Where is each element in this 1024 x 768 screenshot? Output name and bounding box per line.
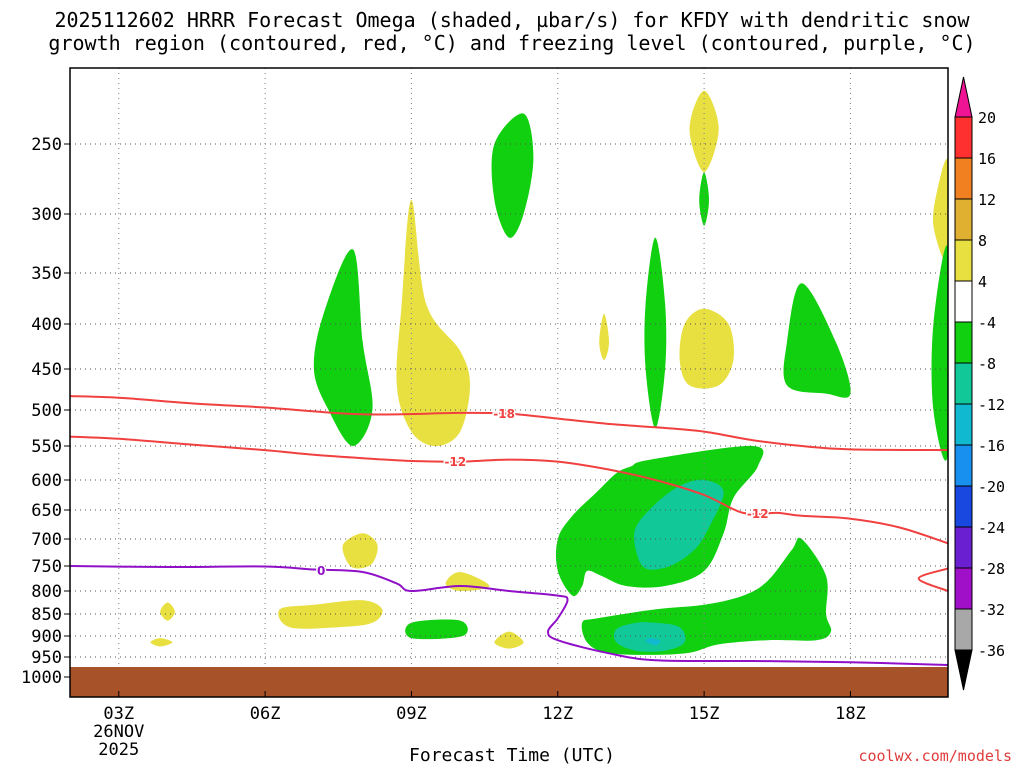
contour-label: -12 [445, 455, 467, 469]
y-tick-label: 700 [31, 530, 62, 550]
omega-region [405, 619, 468, 640]
x-tick-label: 15Z [689, 704, 720, 724]
colorbar-tick-label: 4 [978, 273, 987, 291]
colorbar-tick-label: -8 [978, 355, 996, 373]
colorbar-swatch [954, 157, 973, 200]
colorbar-tick-label: 20 [978, 109, 996, 127]
colorbar-cap-top [954, 76, 973, 118]
omega-region [931, 245, 948, 461]
contour-label: 0 [317, 564, 325, 578]
x-axis-label: Forecast Time (UTC) [409, 745, 615, 766]
x-tick-label: 03Z [103, 704, 134, 724]
omega-region [933, 159, 948, 264]
colorbar-tick-label: 16 [978, 150, 996, 168]
y-tick-label: 650 [31, 501, 62, 521]
contour-line [70, 395, 948, 452]
y-tick-label: 500 [31, 401, 62, 421]
colorbar-swatch [954, 116, 973, 159]
colorbar-swatch [954, 567, 973, 610]
colorbar-cap-bottom [954, 649, 973, 691]
ground-surface [70, 667, 948, 697]
y-tick-label: 450 [31, 360, 62, 380]
colorbar-tick-label: -16 [978, 437, 1005, 455]
colorbar-swatch [954, 526, 973, 569]
colorbar-swatch [954, 485, 973, 528]
omega-region [644, 237, 667, 428]
colorbar-tick-label: -28 [978, 560, 1005, 578]
chart-title-line-2: growth region (contoured, red, °C) and f… [48, 31, 976, 55]
omega-region [613, 622, 686, 652]
y-tick-label: 250 [31, 135, 62, 155]
colorbar-tick-label: 12 [978, 191, 996, 209]
omega-region [342, 533, 378, 569]
colorbar-swatch [954, 198, 973, 241]
omega-region [679, 308, 734, 389]
omega-region [494, 631, 524, 649]
colorbar-tick-label: -24 [978, 519, 1005, 537]
contour-label: -18 [493, 407, 515, 421]
colorbar-tick-label: -4 [978, 314, 996, 332]
colorbar-swatch [954, 608, 973, 651]
site-credit: coolwx.com/models [858, 747, 1012, 765]
y-tick-label: 800 [31, 582, 62, 602]
omega-region [160, 602, 175, 621]
y-tick-label: 600 [31, 471, 62, 491]
plot-frame [69, 67, 949, 698]
y-tick-label: 850 [31, 605, 62, 625]
x-tick-label: 12Z [542, 704, 573, 724]
colorbar-tick-label: 8 [978, 232, 987, 250]
y-tick-label: 400 [31, 315, 62, 335]
contour-label: -12 [747, 507, 769, 521]
colorbar: 20 16 12 8 4 -4 -8 -12 -16 -20 -24 -28 -32 -36 [954, 76, 1005, 691]
y-axis: 2503003504004505005506006507007508008509… [21, 135, 70, 688]
colorbar-swatch [954, 280, 973, 323]
y-tick-label: 550 [31, 437, 62, 457]
contour-line [917, 567, 948, 592]
colorbar-swatch [954, 444, 973, 487]
colorbar-swatch [954, 403, 973, 446]
colorbar-tick-label: -20 [978, 478, 1005, 496]
contour-line [70, 565, 948, 666]
omega-region [491, 113, 534, 238]
x-tick-label: 18Z [835, 704, 866, 724]
omega-shading [150, 90, 948, 655]
colorbar-tick-label: -36 [978, 642, 1005, 660]
y-tick-label: 1000 [21, 668, 62, 688]
x-tick-label: 06Z [250, 704, 281, 724]
omega-region [645, 638, 661, 646]
colorbar-swatch [954, 321, 973, 364]
chart-title-line-1: 2025112602 HRRR Forecast Omega (shaded, … [54, 8, 970, 32]
colorbar-tick-label: -12 [978, 396, 1005, 414]
contours: -18 -12 -12 0 [70, 395, 948, 666]
colorbar-swatch [954, 239, 973, 282]
y-tick-label: 950 [31, 648, 62, 668]
contour-line [70, 435, 948, 545]
colorbar-tick-label: -32 [978, 601, 1005, 619]
x-date-label: 26NOV [93, 722, 144, 742]
omega-region [396, 200, 470, 446]
omega-region [689, 90, 719, 172]
omega-region [313, 249, 373, 446]
omega-region [150, 638, 173, 647]
y-tick-label: 300 [31, 205, 62, 225]
y-tick-label: 350 [31, 264, 62, 284]
x-date-label: 2025 [98, 740, 139, 760]
x-tick-label: 09Z [396, 704, 427, 724]
y-tick-label: 900 [31, 627, 62, 647]
omega-region [783, 283, 851, 398]
omega-region [599, 313, 609, 360]
y-tick-label: 750 [31, 557, 62, 577]
colorbar-swatch [954, 362, 973, 405]
omega-region [633, 479, 724, 570]
